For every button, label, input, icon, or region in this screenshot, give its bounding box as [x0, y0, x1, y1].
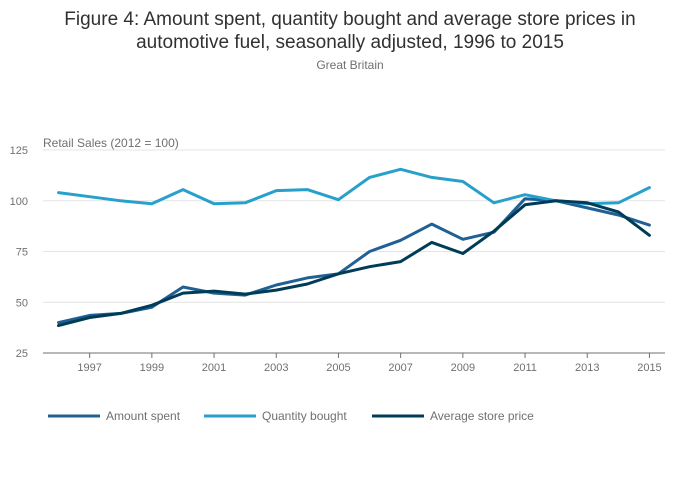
x-tick-label: 2001 — [202, 362, 226, 374]
y-axis-label: Retail Sales (2012 = 100) — [43, 136, 179, 150]
y-tick-label: 50 — [16, 297, 28, 309]
chart-subtitle: Great Britain — [316, 58, 384, 72]
legend-label: Quantity bought — [262, 409, 347, 423]
gridlines — [43, 149, 665, 303]
series-line-3 — [57, 199, 651, 328]
legend: Amount spent Quantity bought Average store… — [48, 409, 534, 423]
y-axis-ticks: 25 50 75 100 125 — [10, 145, 28, 360]
x-tick-label: 2003 — [264, 362, 288, 374]
y-tick-label: 125 — [10, 145, 28, 157]
y-tick-label: 25 — [16, 348, 28, 360]
series-line-2 — [57, 167, 651, 206]
legend-label: Average store price — [430, 409, 534, 423]
chart-title-line-1: Figure 4: Amount spent, quantity bought … — [64, 9, 636, 30]
x-tick-label: 1999 — [140, 362, 164, 374]
x-axis: 1997 1999 2001 2003 2005 2007 2009 2011 2013 2015 — [43, 352, 665, 374]
x-tick-label: 2013 — [575, 362, 599, 374]
x-tick-label: 2015 — [637, 362, 661, 374]
chart-title: Figure 4: Amount spent, quantity bought … — [0, 8, 700, 54]
x-tick-label: 2009 — [451, 362, 475, 374]
x-tick-label: 2007 — [388, 362, 412, 374]
legend-label: Amount spent — [106, 409, 181, 423]
series-lines — [57, 167, 651, 328]
y-tick-label: 100 — [10, 196, 28, 208]
chart-title-line-2: automotive fuel, seasonally adjusted, 19… — [136, 32, 564, 53]
x-tick-label: 1997 — [77, 362, 101, 374]
x-tick-label: 2005 — [326, 362, 350, 374]
series-line-1 — [57, 197, 651, 325]
x-tick-label: 2011 — [513, 362, 537, 374]
y-tick-label: 75 — [16, 247, 28, 259]
